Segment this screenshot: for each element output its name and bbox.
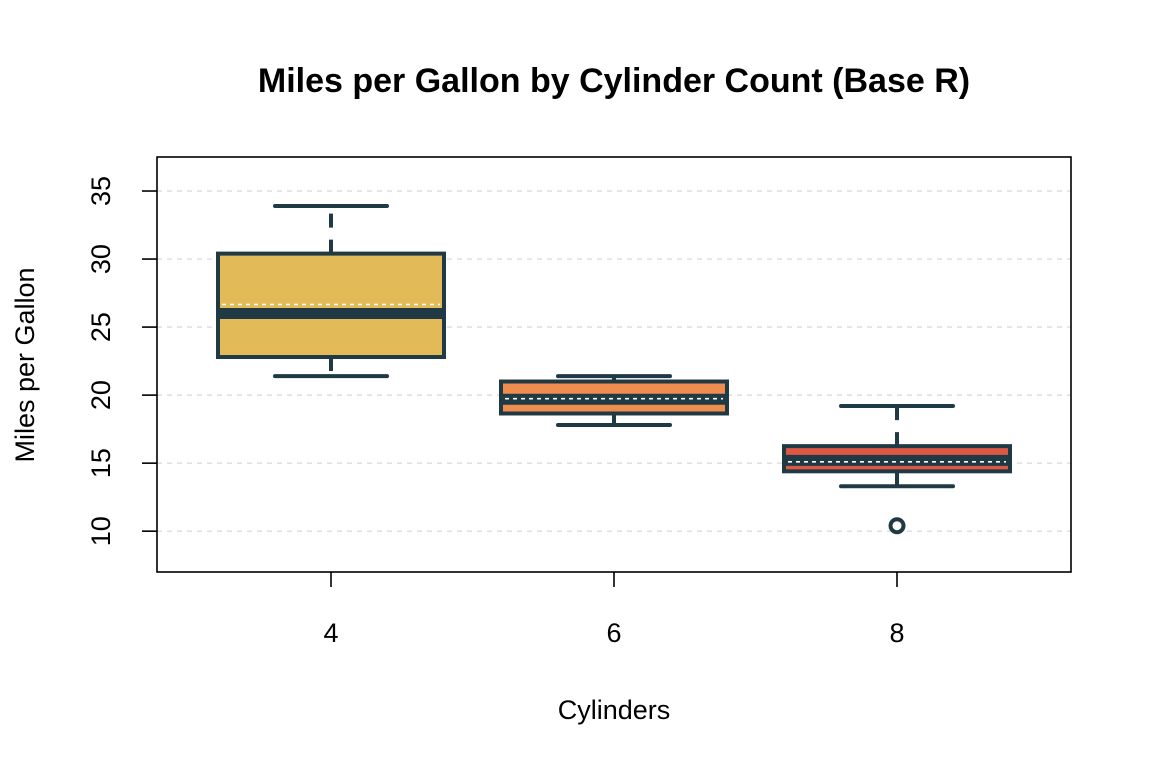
x-tick-label: 4 <box>323 618 338 648</box>
y-tick-label: 25 <box>86 312 116 342</box>
y-tick-label: 15 <box>86 448 116 478</box>
box-group-6 <box>499 374 729 428</box>
y-tick-label: 35 <box>86 176 116 206</box>
chart-title: Miles per Gallon by Cylinder Count (Base… <box>258 62 970 100</box>
grid-layer <box>157 190 1071 532</box>
axis-layer: 10 15 20 25 30 35 4 6 8 <box>86 176 905 648</box>
y-tick-label: 30 <box>86 244 116 274</box>
outlier-point <box>888 517 906 535</box>
box-layer <box>216 203 1012 535</box>
y-tick-label: 10 <box>86 516 116 546</box>
y-tick-label: 20 <box>86 380 116 410</box>
x-axis-title: Cylinders <box>558 695 671 725</box>
iqr-box <box>216 251 446 360</box>
x-tick-label: 8 <box>889 618 904 648</box>
box-group-4 <box>216 203 446 379</box>
y-axis-title: Miles per Gallon <box>10 267 40 462</box>
box-group-8 <box>782 404 1012 535</box>
x-tick-label: 6 <box>606 618 621 648</box>
plot-frame <box>156 156 1072 573</box>
